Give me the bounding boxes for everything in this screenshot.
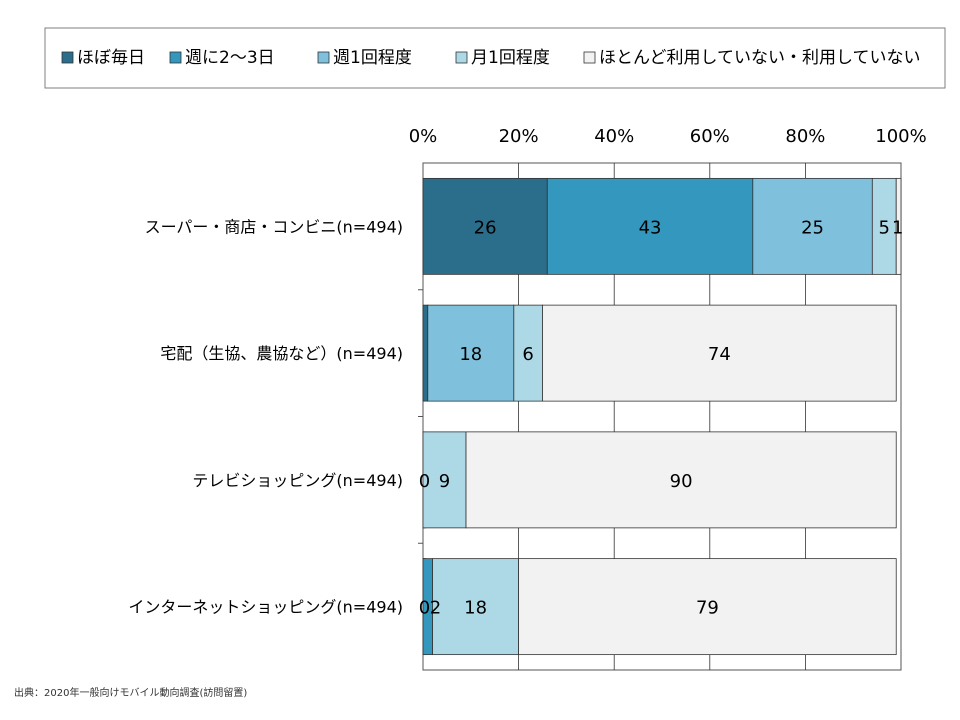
legend-entry: 週に2～3日 bbox=[185, 48, 275, 68]
data-label: 9 bbox=[439, 471, 450, 492]
source-note: 出典：2020年一般向けモバイル動向調査(訪問留置) bbox=[14, 688, 248, 699]
category-label: インターネットショッピング(n=494) bbox=[128, 598, 403, 617]
bar-segment bbox=[427, 304, 515, 402]
data-label: 79 bbox=[696, 598, 719, 619]
tick-label: 100% bbox=[875, 126, 926, 147]
bar-segment bbox=[752, 177, 873, 275]
category-label: 宅配（生協、農協など）(n=494) bbox=[160, 344, 403, 363]
legend-swatch bbox=[455, 51, 468, 64]
tick-label: 20% bbox=[499, 126, 539, 147]
data-label: 2 bbox=[430, 598, 441, 619]
bars bbox=[422, 177, 902, 656]
legend-swatch bbox=[317, 51, 330, 64]
data-label: 1 bbox=[892, 217, 903, 238]
legend-swatch bbox=[583, 51, 596, 64]
bar-segment bbox=[518, 558, 897, 656]
data-label: 6 bbox=[522, 344, 533, 365]
bar-segment bbox=[513, 304, 543, 402]
tick-label: 80% bbox=[785, 126, 825, 147]
legend-entry: ほぼ毎日 bbox=[77, 48, 145, 68]
legend-entry: 月1回程度 bbox=[471, 48, 550, 68]
bar-segment bbox=[422, 431, 467, 529]
bar-segment bbox=[465, 431, 897, 529]
data-label: 0 bbox=[419, 598, 430, 619]
data-label: 18 bbox=[459, 344, 482, 365]
legend: ほぼ毎日 週に2～3日 週1回程度 月1回程度 ほとんど利用していない・利用していない bbox=[44, 27, 946, 89]
data-label: 5 bbox=[879, 217, 890, 238]
bar-segment bbox=[546, 177, 754, 275]
tick-label: 40% bbox=[594, 126, 634, 147]
legend-swatch bbox=[61, 51, 74, 64]
bar-segment bbox=[432, 558, 519, 656]
legend-box bbox=[44, 27, 946, 89]
data-label: 25 bbox=[801, 217, 824, 238]
category-label: テレビショッピング(n=494) bbox=[192, 471, 403, 490]
data-label: 26 bbox=[474, 217, 497, 238]
tick-label: 60% bbox=[690, 126, 730, 147]
data-label: 43 bbox=[639, 217, 662, 238]
data-label: 18 bbox=[464, 598, 487, 619]
data-label: 0 bbox=[419, 471, 430, 492]
bar-segment bbox=[422, 177, 548, 275]
legend-entry: 週1回程度 bbox=[333, 48, 412, 68]
legend-swatch bbox=[169, 51, 182, 64]
bar-segment bbox=[542, 304, 897, 402]
x-axis-ticks: 0% 20% 40% 60% 80% 100% bbox=[409, 126, 927, 147]
data-label: 90 bbox=[670, 471, 693, 492]
data-labels: 26 43 25 5 118 6 740 9 900 2 18 79 bbox=[419, 217, 904, 618]
bar-segment bbox=[895, 177, 902, 275]
legend-entry: ほとんど利用していない・利用していない bbox=[599, 48, 920, 68]
category-label: スーパー・商店・コンビニ(n=494) bbox=[145, 217, 403, 236]
category-labels: スーパー・商店・コンビニ(n=494) 宅配（生協、農協など）(n=494) テレビ… bbox=[128, 217, 403, 616]
bar-segment bbox=[422, 304, 429, 402]
data-label: 74 bbox=[708, 344, 731, 365]
tick-label: 0% bbox=[409, 126, 438, 147]
